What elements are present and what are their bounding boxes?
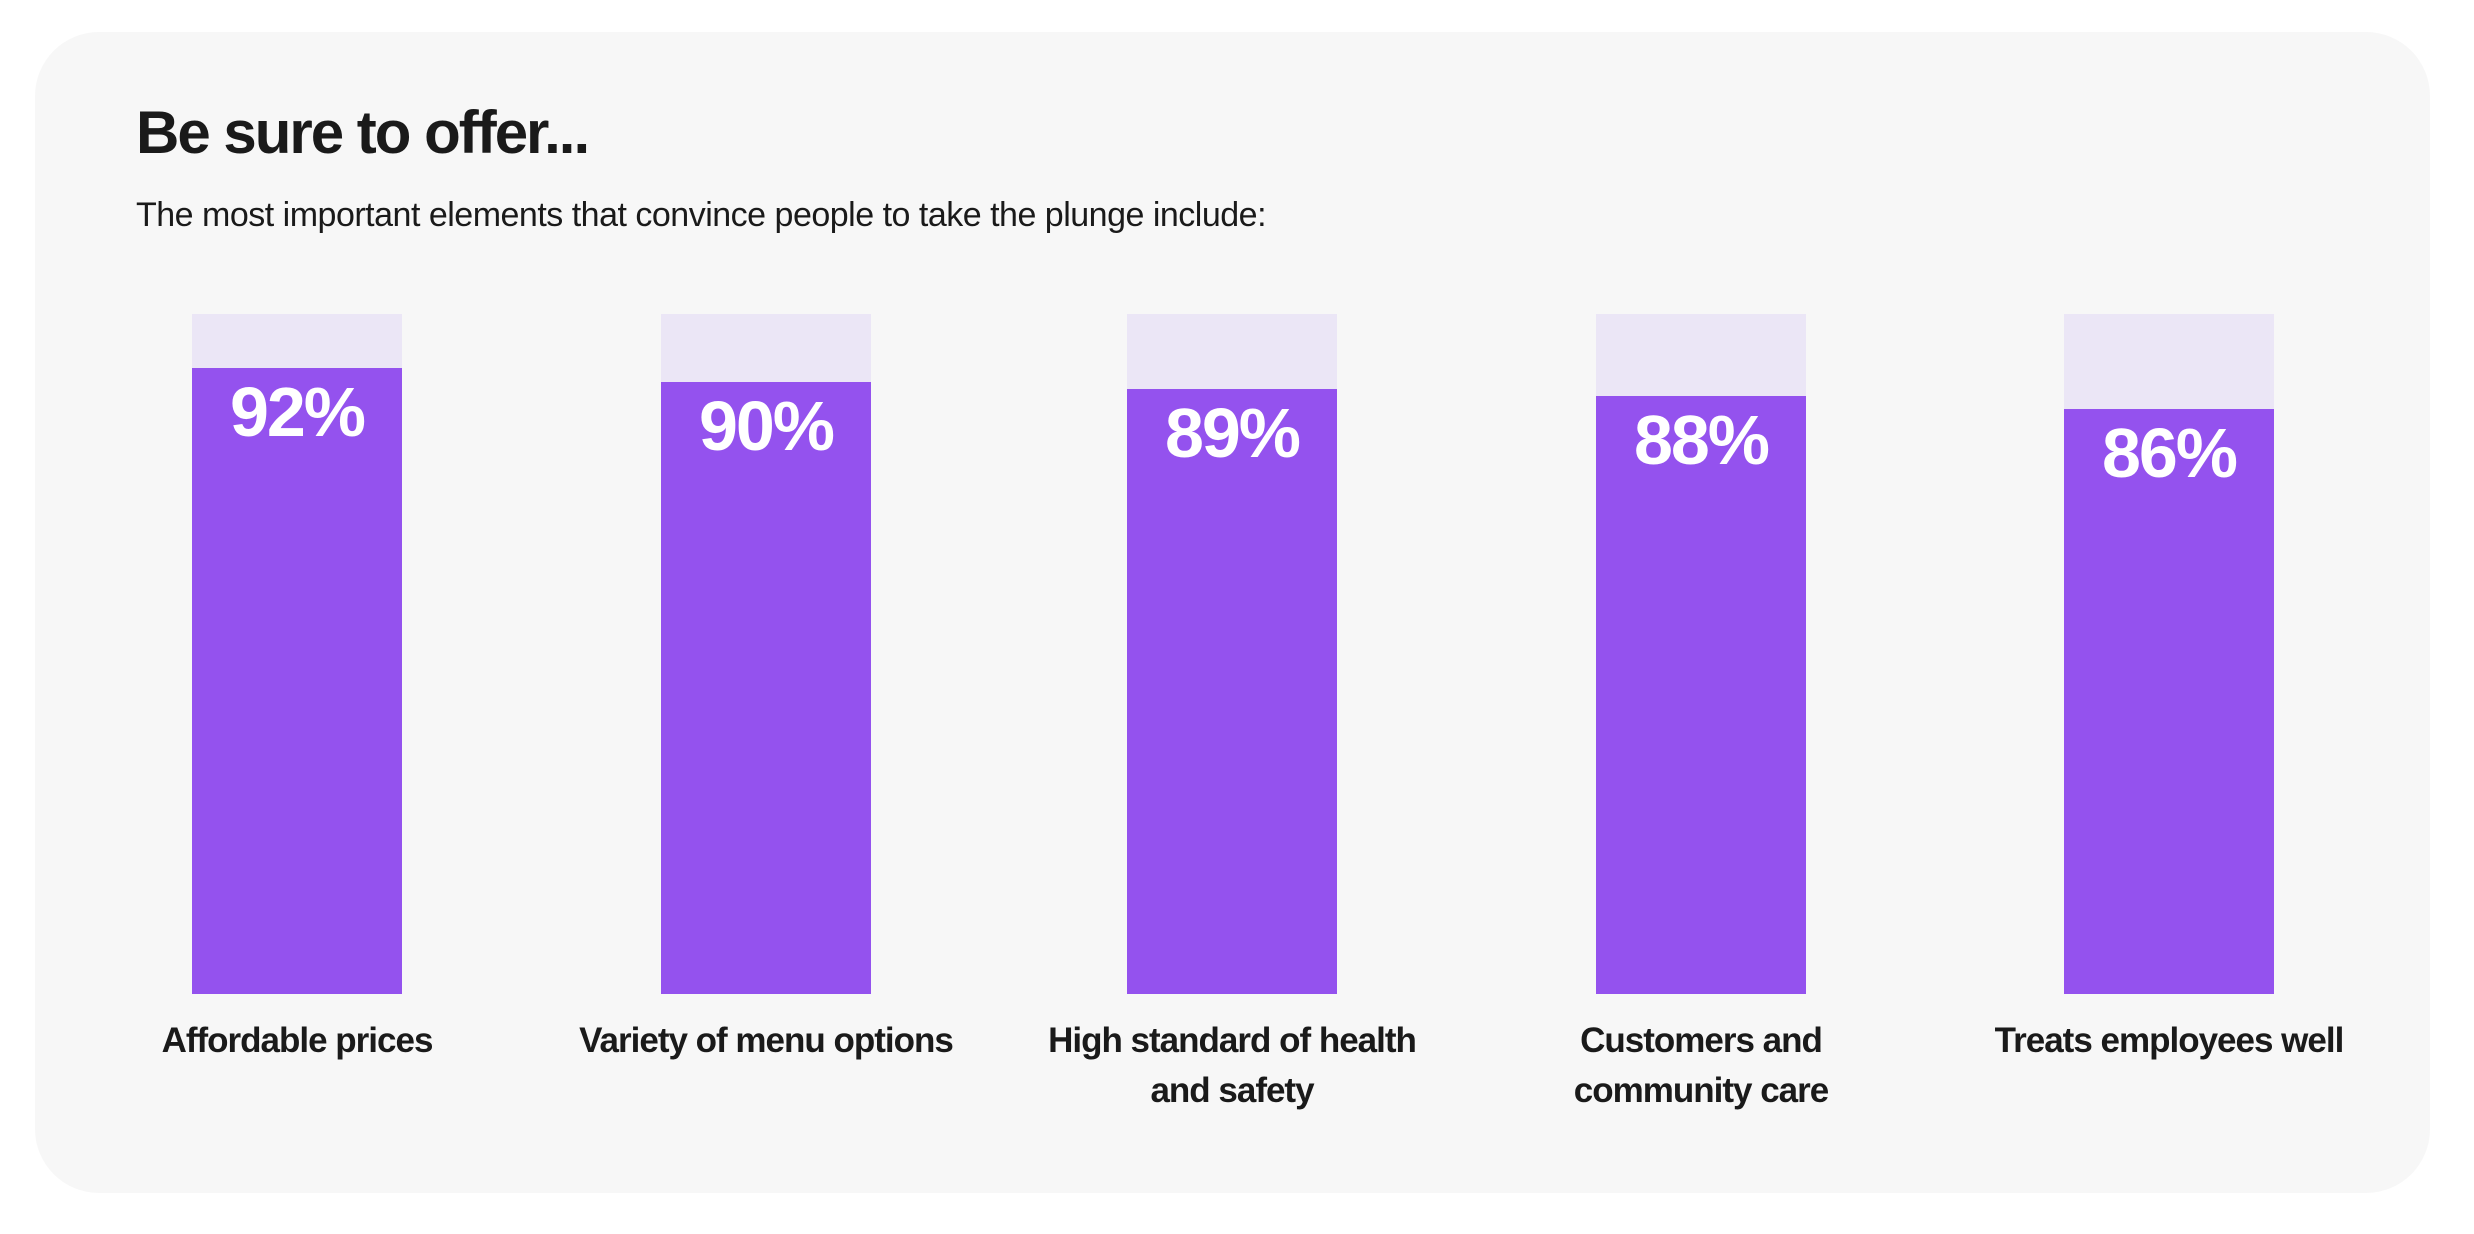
bar-value-label: 88% — [1633, 400, 1770, 479]
bar-value-label: 90% — [698, 387, 835, 465]
bar-track: 86% — [2064, 314, 2274, 994]
bar — [1127, 388, 1337, 994]
bar-value-label: 92% — [229, 373, 366, 452]
bar — [192, 368, 402, 994]
bar-value-label: 89% — [1164, 393, 1301, 472]
bar-track: 89% — [1127, 314, 1337, 994]
bar-track: 92% — [192, 314, 402, 994]
bar-track: 90% — [661, 314, 871, 994]
category-label: Variety of menu options — [579, 1021, 954, 1060]
bar — [2064, 409, 2274, 994]
category-label: Affordable prices — [161, 1021, 434, 1060]
bar — [1596, 395, 1806, 994]
category-label: Customers and community care — [1573, 1021, 1829, 1110]
bar-track: 88% — [1596, 314, 1806, 994]
bar-value-label: 86% — [2101, 414, 2238, 493]
chart-subtitle: The most important elements that convinc… — [136, 196, 1267, 234]
category-label: High standard of health and safety — [1048, 1021, 1417, 1110]
category-label: Treats employees well — [1994, 1021, 2345, 1060]
bar — [661, 382, 871, 994]
chart-title: Be sure to offer... — [136, 99, 590, 166]
